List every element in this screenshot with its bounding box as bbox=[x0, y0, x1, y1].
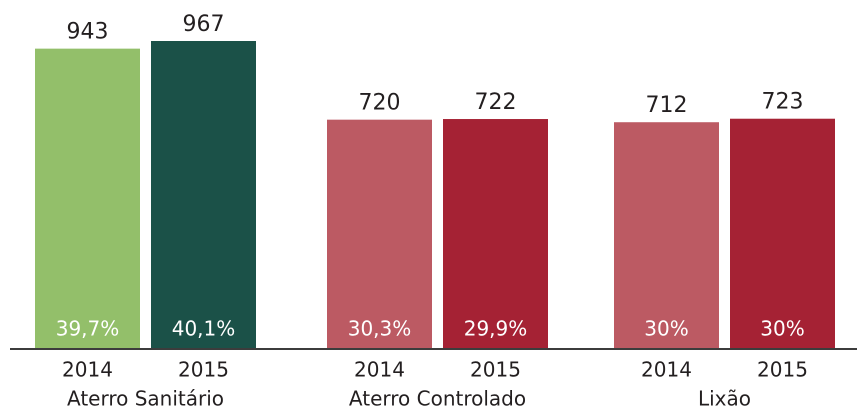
bar bbox=[614, 122, 719, 349]
share-label: 30% bbox=[644, 317, 688, 341]
year-label: 2015 bbox=[178, 358, 229, 382]
year-label: 2015 bbox=[470, 358, 521, 382]
value-label: 712 bbox=[646, 93, 688, 118]
share-label: 30,3% bbox=[348, 317, 412, 341]
category-label: Lixão bbox=[698, 387, 751, 411]
category-label: Aterro Controlado bbox=[349, 387, 526, 411]
year-label: 2014 bbox=[354, 358, 405, 382]
value-label: 723 bbox=[762, 90, 804, 115]
value-label: 720 bbox=[359, 91, 401, 116]
share-label: 39,7% bbox=[56, 317, 120, 341]
value-label: 943 bbox=[67, 20, 109, 45]
year-label: 2014 bbox=[641, 358, 692, 382]
value-label: 722 bbox=[475, 90, 517, 115]
year-label: 2014 bbox=[62, 358, 113, 382]
year-label: 2015 bbox=[757, 358, 808, 382]
bar bbox=[327, 119, 432, 349]
category-label: Aterro Sanitário bbox=[67, 387, 224, 411]
share-label: 30% bbox=[760, 317, 804, 341]
bar bbox=[151, 41, 256, 349]
bar bbox=[730, 118, 835, 350]
bar bbox=[443, 119, 548, 350]
share-label: 40,1% bbox=[172, 317, 236, 341]
bar bbox=[35, 48, 140, 350]
value-label: 967 bbox=[183, 12, 225, 37]
share-label: 29,9% bbox=[464, 317, 528, 341]
